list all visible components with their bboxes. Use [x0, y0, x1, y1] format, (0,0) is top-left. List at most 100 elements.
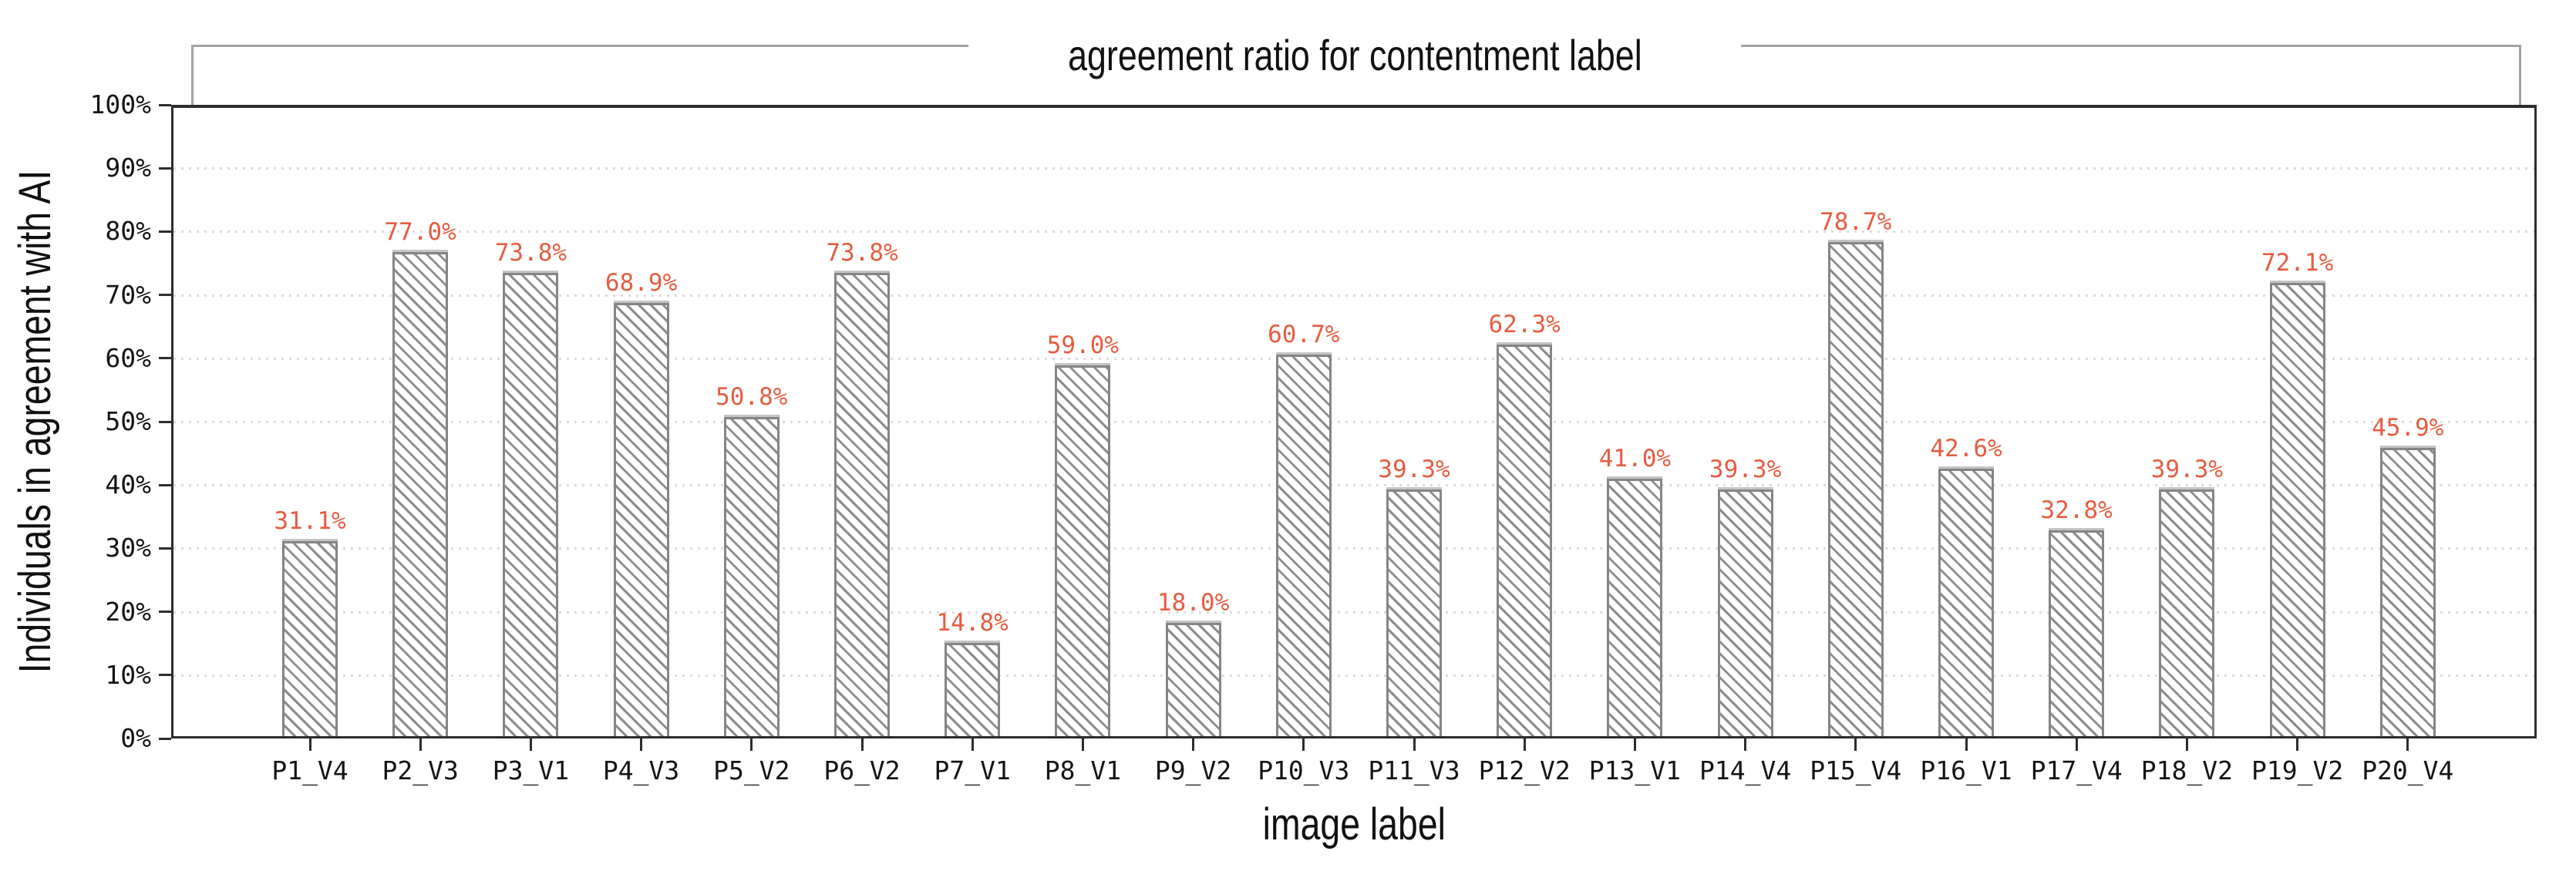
x-tick	[308, 738, 311, 751]
y-tick-label: 70%	[105, 279, 151, 310]
bar	[1938, 466, 1994, 736]
x-tick	[1965, 738, 1968, 751]
bar-value-label: 18.0%	[1157, 589, 1230, 617]
x-tick-label: P9_V2	[1154, 755, 1232, 785]
x-tick-label: P1_V4	[271, 755, 349, 785]
x-tick-label: P4_V3	[602, 755, 680, 785]
gridline	[173, 230, 2534, 234]
y-tick-label: 0%	[120, 723, 151, 753]
bar	[613, 301, 669, 736]
bar-value-label: 72.1%	[2261, 249, 2334, 278]
x-tick-label: P18_V2	[2140, 755, 2233, 785]
gridline	[173, 167, 2534, 170]
chart-title-text: agreement ratio for contentment label	[1067, 31, 1642, 79]
x-tick	[529, 738, 532, 751]
x-tick	[2406, 738, 2409, 751]
y-tick-label: 60%	[105, 342, 151, 373]
y-tick-label: 50%	[105, 406, 151, 436]
x-tick	[1633, 738, 1636, 751]
x-tick	[750, 738, 753, 751]
bar-value-label: 42.6%	[1930, 434, 2002, 463]
y-tick	[159, 547, 171, 550]
y-tick-label: 80%	[105, 216, 151, 247]
bar	[1275, 352, 1332, 736]
bar-value-label: 31.1%	[274, 506, 346, 535]
x-tick-label: P17_V4	[2030, 755, 2123, 785]
bar-value-label: 60.7%	[1268, 321, 1340, 349]
y-tick	[159, 611, 171, 614]
bar	[1386, 486, 1442, 736]
x-tick	[2075, 738, 2078, 751]
x-tick-label: P6_V2	[823, 755, 901, 785]
x-tick-label: P5_V2	[713, 755, 790, 785]
bar	[1607, 476, 1663, 736]
y-tick-label: 100%	[89, 89, 151, 119]
y-tick	[159, 483, 171, 486]
x-tick	[860, 738, 864, 751]
x-tick	[640, 738, 643, 751]
bar	[1827, 239, 1884, 736]
bar	[2379, 445, 2436, 736]
y-tick	[159, 230, 171, 233]
x-tick-label: P13_V1	[1588, 755, 1681, 785]
y-tick-label: 40%	[105, 469, 151, 500]
x-tick-label: P14_V4	[1699, 755, 1792, 785]
bar-value-label: 77.0%	[384, 218, 456, 247]
bar	[392, 250, 449, 736]
bar-value-label: 50.8%	[716, 382, 788, 411]
y-tick	[159, 737, 171, 740]
bar-value-label: 68.9%	[604, 269, 678, 298]
bar	[1497, 342, 1553, 736]
bar	[2269, 281, 2325, 736]
bar-value-label: 41.0%	[1598, 444, 1672, 473]
y-tick	[159, 294, 171, 297]
x-tick	[971, 738, 974, 751]
gridline	[173, 484, 2534, 487]
bar	[503, 270, 559, 736]
bar-value-label: 39.3%	[1378, 455, 1450, 483]
x-tick	[2296, 738, 2299, 751]
x-tick-label: P3_V1	[492, 755, 570, 785]
bar	[1055, 363, 1111, 736]
x-tick-label: P8_V1	[1044, 755, 1122, 785]
y-tick	[159, 674, 171, 677]
gridline	[173, 547, 2534, 550]
x-tick	[1854, 738, 1857, 751]
y-tick-label: 30%	[105, 533, 151, 563]
x-tick	[1744, 738, 1747, 751]
bar-value-label: 59.0%	[1046, 331, 1120, 360]
x-tick-label: P11_V3	[1368, 755, 1460, 785]
bar-value-label: 73.8%	[826, 238, 898, 267]
gridline	[173, 674, 2534, 677]
bar-value-label: 39.3%	[1709, 455, 1782, 483]
chart-title-row: agreement ratio for contentment label	[171, 30, 2538, 81]
x-tick-label: P16_V1	[1920, 755, 2012, 785]
bar	[2159, 486, 2215, 736]
bar-value-label: 39.3%	[2150, 455, 2224, 483]
plot-area: 31.1% 77.0% 73.8% 68.9% 50.8% 73.8% 14.8% 59.0%…	[171, 105, 2537, 738]
y-tick	[159, 167, 171, 170]
bar	[1165, 621, 1221, 736]
x-tick	[1523, 738, 1526, 751]
bar	[1717, 486, 1773, 736]
bar	[945, 641, 1001, 736]
x-tick-label: P20_V4	[2362, 755, 2454, 785]
gridline	[173, 611, 2534, 614]
x-tick	[1081, 738, 1084, 751]
bar-value-label: 32.8%	[2040, 496, 2113, 524]
bar-value-label: 45.9%	[2372, 413, 2444, 442]
gridline	[173, 421, 2534, 423]
x-tick	[419, 738, 422, 751]
y-tick	[159, 357, 171, 360]
y-tick	[159, 420, 171, 423]
x-tick-label: P12_V2	[1478, 755, 1571, 785]
gridline	[173, 357, 2534, 360]
x-axis-label: image label	[171, 800, 2537, 849]
bar-value-label: 14.8%	[936, 609, 1009, 637]
y-tick-label: 20%	[105, 596, 151, 627]
bar	[723, 414, 780, 736]
bar	[2049, 527, 2105, 736]
chart-title: agreement ratio for contentment label	[968, 30, 1742, 81]
